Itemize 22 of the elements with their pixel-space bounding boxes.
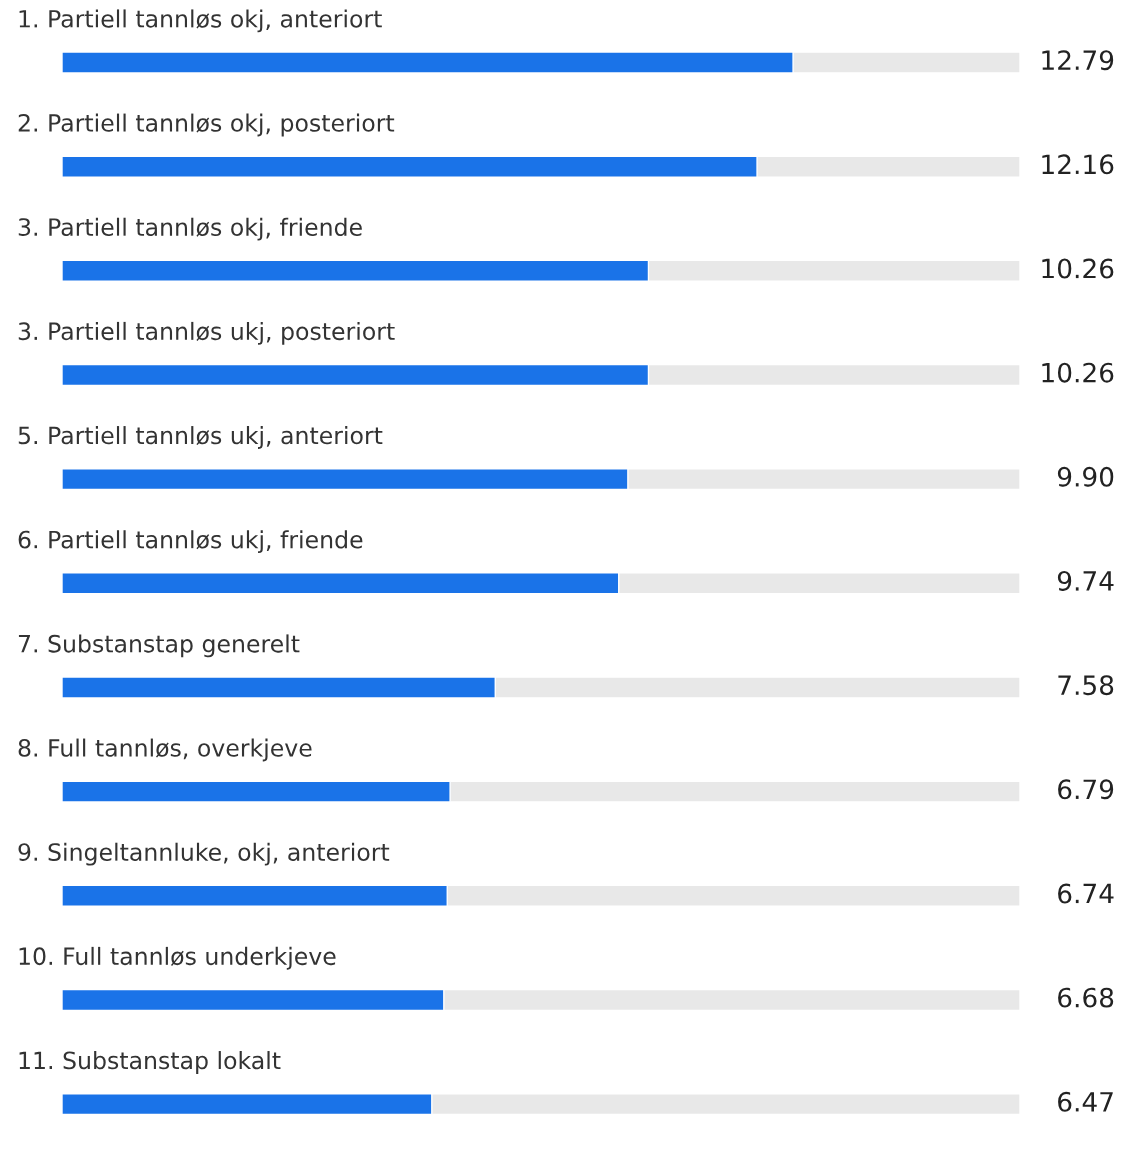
y-tick-label: 10. Full tannløs underkjeve: [19, 946, 336, 970]
data-label: 10.26: [1042, 258, 1114, 279]
data-label: 9.90: [1057, 466, 1114, 487]
y-tick-label: 5. Partiell tannløs ukj, anteriort: [18, 426, 383, 449]
data-label: 9.74: [1057, 571, 1114, 591]
y-tick-label: 7. Substanstap generelt: [18, 634, 300, 658]
data-label: 7.58: [1058, 675, 1114, 696]
y-tick-label: 8. Full tannløs, overkjeve: [18, 738, 312, 762]
data-label: 10.26: [1042, 362, 1114, 383]
y-tick-label: 2. Partiell tannløs okj, posteriort: [18, 113, 395, 137]
data-label: 6.74: [1058, 883, 1114, 904]
y-tick-label: 3. Partiell tannløs okj, friende: [18, 217, 362, 241]
data-label: 6.47: [1058, 1091, 1113, 1112]
data-label: 12.16: [1042, 154, 1114, 175]
y-tick-label: 1. Partiell tannløs okj, anteriort: [19, 9, 382, 33]
y-tick-label: 9. Singeltannluke, okj, anteriort: [18, 842, 390, 866]
y-tick-label: 3. Partiell tannløs ukj, posteriort: [18, 321, 395, 345]
data-label: 6.79: [1058, 779, 1114, 800]
data-label: 12.79: [1042, 50, 1114, 71]
data-label: 6.68: [1058, 987, 1114, 1008]
y-tick-label: 11. Substanstap lokalt: [19, 1051, 281, 1074]
y-tick-label: 6. Partiell tannløs ukj, friende: [18, 530, 363, 554]
